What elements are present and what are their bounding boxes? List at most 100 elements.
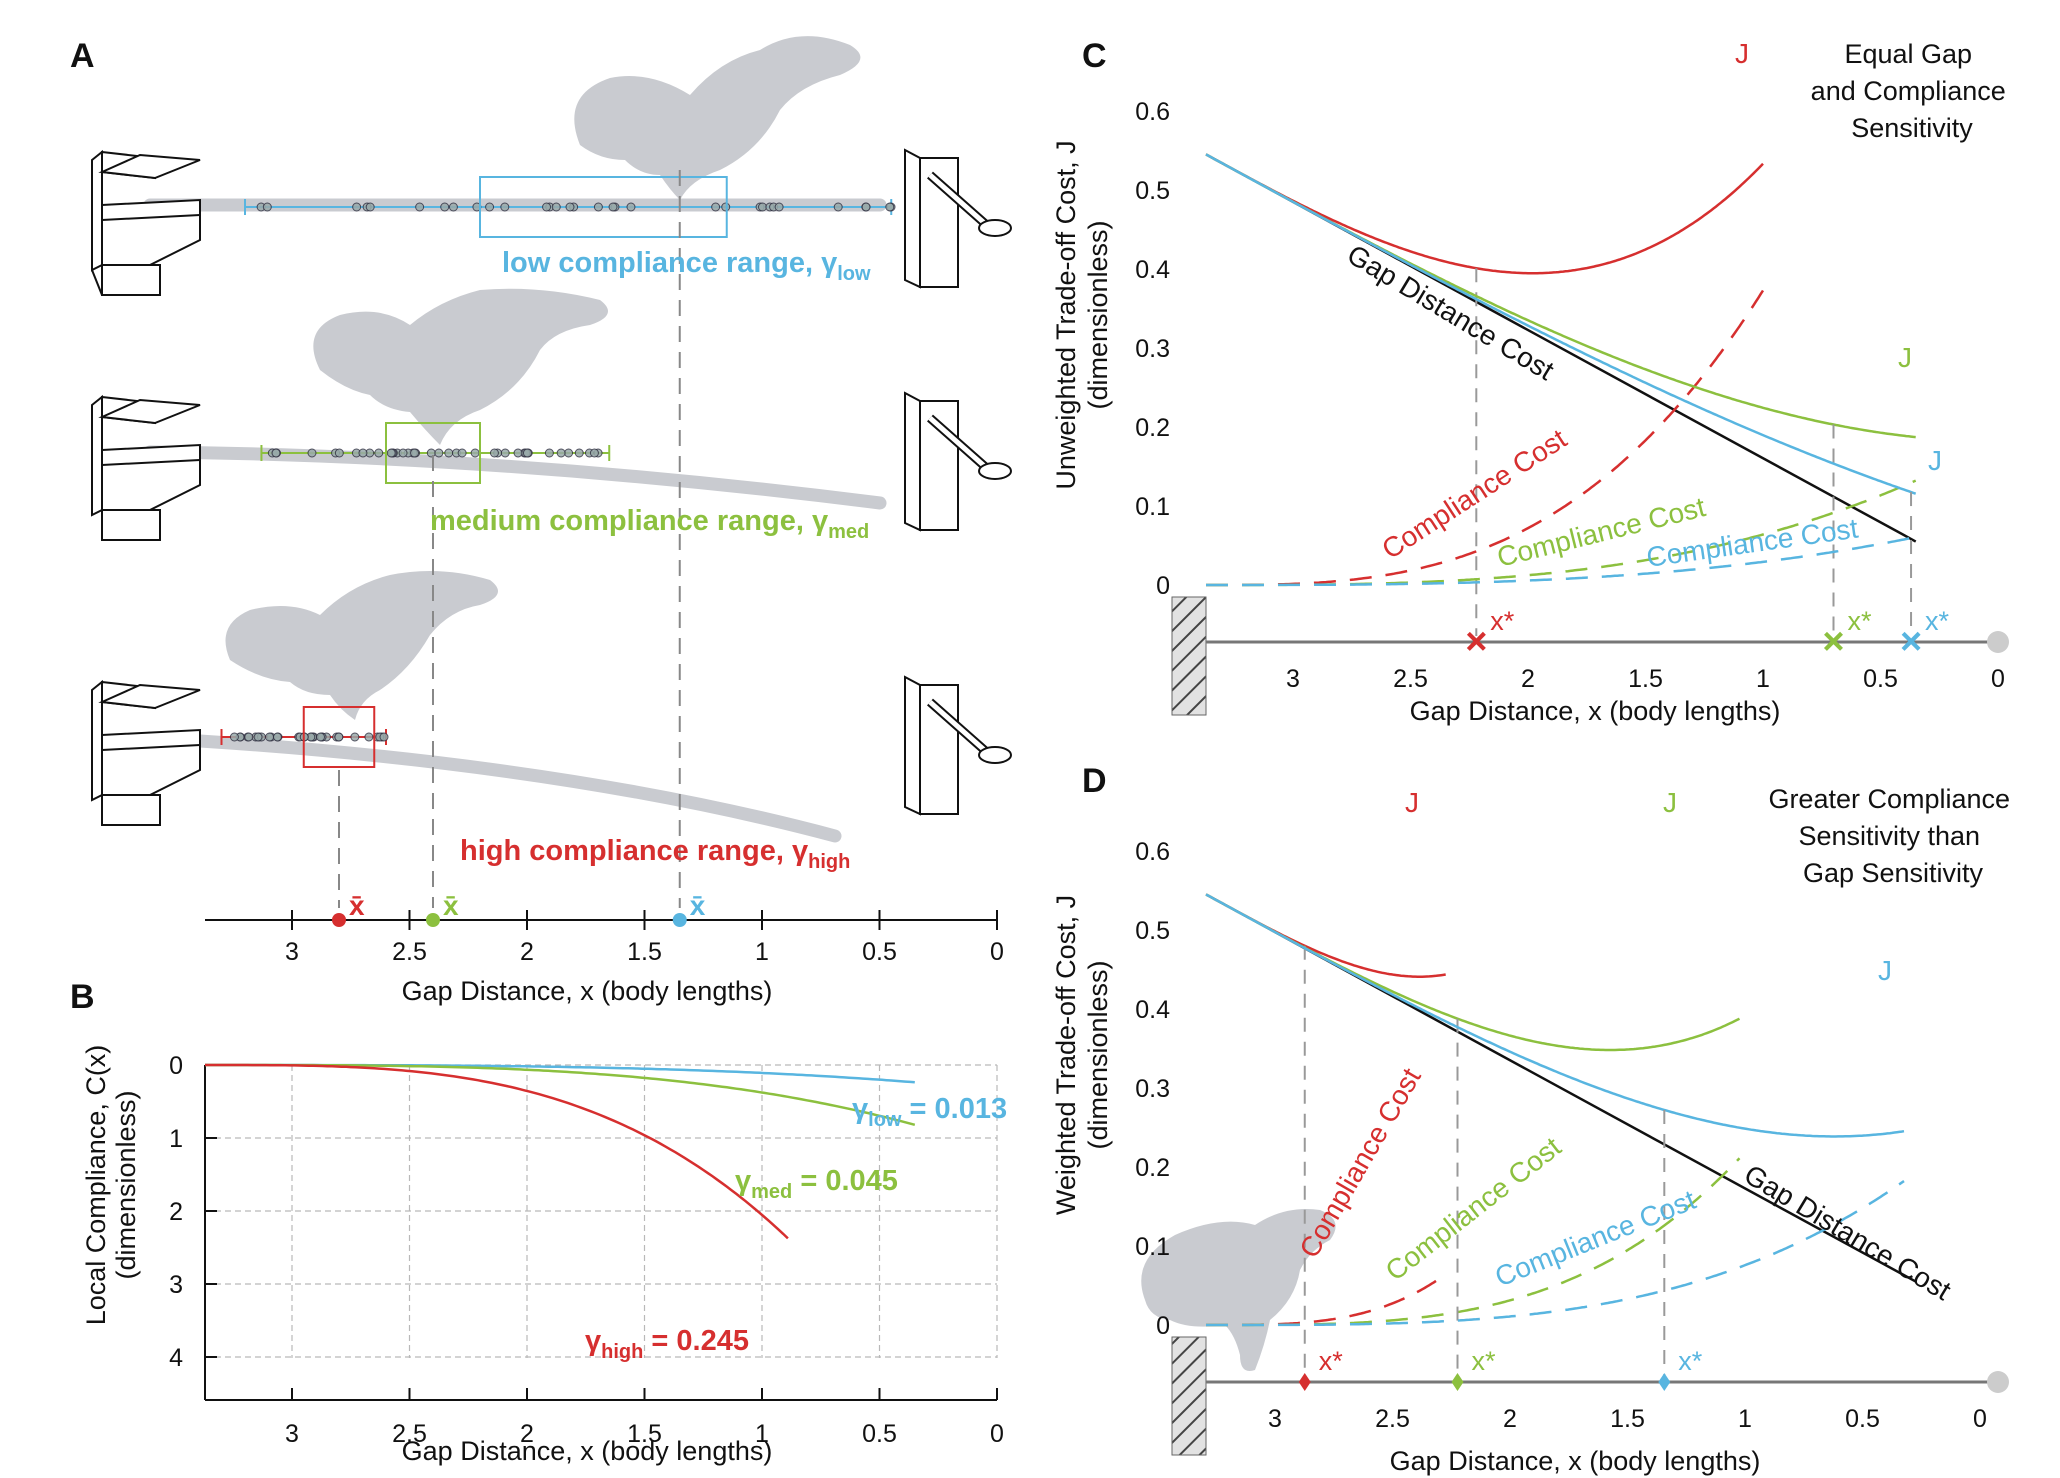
- range-label-med: medium compliance range, γmed: [430, 505, 869, 543]
- panel-c-x-axis-title: Gap Distance, x (body lengths): [1410, 696, 1781, 726]
- branch-med: [143, 445, 887, 510]
- mean-marker-red: [332, 913, 346, 927]
- perch-left-top: [91, 149, 201, 296]
- takeoff-point-blue: [352, 202, 362, 212]
- panel-d-x-axis-title: Gap Distance, x (body lengths): [1390, 1446, 1761, 1476]
- perch-right-med: [904, 391, 1012, 532]
- j-label-red: J: [1735, 38, 1749, 69]
- compliance-cost-label-blue: Compliance Cost: [1491, 1184, 1700, 1293]
- panel-c-y-axis-title: Unweighted Trade-off Cost, J: [1051, 140, 1081, 489]
- takeoff-point-green: [500, 448, 510, 458]
- landing-perch-marker: [1987, 631, 2009, 653]
- perches-left: [91, 149, 201, 826]
- mean-label-blue: x̄: [690, 890, 706, 921]
- panel-c-y-axis-subtitle: (dimensionless): [1083, 220, 1113, 409]
- panel-b-x-tick-label: 2.5: [392, 1420, 427, 1448]
- takeoff-point-blue: [757, 202, 767, 212]
- j-label-green: J: [1663, 787, 1677, 818]
- takeoff-point-red: [244, 732, 254, 742]
- panel-c: C 00.10.20.30.40.50.63 2.5 2 1.5 1 0.5 0× x* × x*…: [1051, 37, 2009, 726]
- panel-d: D 0 0.1 0.2 0.3 0.4 0.5 0.6 3 2.5 2 1.5 1 0.5 0 x* x* x*…: [1051, 762, 2010, 1476]
- takeoff-point-blue: [711, 202, 721, 212]
- takeoff-point-blue: [485, 202, 495, 212]
- takeoff-point-green: [398, 448, 408, 458]
- panel-b-y-tick-label: 0: [169, 1052, 183, 1080]
- panel-a-tick-label: 0: [990, 938, 1004, 966]
- panel-a-tick-label: 0.5: [862, 938, 897, 966]
- compliance-cost-label-red: Compliance Cost: [1293, 1063, 1427, 1263]
- panel-b-legend-high: γhigh = 0.245: [585, 1325, 749, 1363]
- panel-b-x-tick-label: 1: [755, 1420, 769, 1448]
- optimum-marker-blue: [1658, 1373, 1671, 1391]
- panel-b-x-tick-label: 1.5: [627, 1420, 662, 1448]
- takeoff-point-red: [364, 732, 374, 742]
- panel-a-letter: A: [70, 37, 95, 75]
- takeoff-point-red: [334, 732, 344, 742]
- takeoff-point-green: [522, 448, 532, 458]
- takeoff-point-red: [265, 732, 275, 742]
- x-tick-label: 1.5: [1628, 665, 1663, 693]
- panel-b-series-med: [205, 1063, 916, 1127]
- optimum-marker-green: ×: [1822, 621, 1844, 663]
- panel-a-x-axis-title: Gap Distance, x (body lengths): [402, 976, 773, 1006]
- takeoff-point-blue: [262, 202, 272, 212]
- panel-b-axes: 3 2.5 2 1.5 1 0.5 0 0 1 2 3 4: [169, 1052, 1004, 1448]
- takeoff-strip-red: [220, 706, 389, 768]
- panel-b-y-axis-title: Local Compliance, C(x): [81, 1045, 111, 1326]
- total-cost-j-blue: [1205, 893, 1905, 1138]
- takeoff-point-green: [556, 448, 566, 458]
- mean-label-green: x̄: [443, 890, 459, 921]
- takeoff-point-green: [426, 448, 436, 458]
- takeoff-point-green: [589, 448, 599, 458]
- takeoff-point-blue: [565, 202, 575, 212]
- mean-marker-blue: [672, 913, 687, 927]
- takeoff-point-green: [386, 448, 396, 458]
- y-tick-label: 0.6: [1135, 98, 1170, 126]
- takeoff-point-red: [379, 732, 389, 742]
- takeoff-point-green: [489, 448, 499, 458]
- y-tick-label: 0.4: [1135, 996, 1170, 1024]
- takeoff-point-blue: [885, 202, 895, 212]
- x-tick-label: 0: [1991, 665, 2005, 693]
- x-tick-label: 2.5: [1375, 1405, 1410, 1433]
- gap-distance-cost-label: Gap Distance Cost: [1342, 239, 1560, 387]
- panel-a-tick-label: 1.5: [627, 938, 662, 966]
- panel-b-grid: [205, 1064, 998, 1358]
- perch-left-high: [91, 679, 201, 826]
- total-cost-j-green: [1205, 893, 1741, 1052]
- mean-label-red: x̄: [349, 890, 365, 921]
- y-tick-label: 0.3: [1135, 335, 1170, 363]
- panel-d-letter: D: [1082, 762, 1107, 800]
- takeoff-point-blue: [721, 202, 731, 212]
- y-tick-label: 0.4: [1135, 256, 1170, 284]
- panel-b-y-tick-label: 1: [169, 1125, 183, 1153]
- optimum-label-green: x*: [1472, 1346, 1497, 1376]
- squirrel-silhouette-high: [225, 571, 498, 720]
- takeoff-point-green: [271, 448, 281, 458]
- x-tick-label: 2: [1521, 665, 1535, 693]
- optimum-marker-red: ×: [1465, 621, 1487, 663]
- panel-a-tick-label: 1: [755, 938, 769, 966]
- takeoff-point-blue: [861, 202, 871, 212]
- y-tick-label: 0.2: [1135, 1154, 1170, 1182]
- perches-right: [904, 148, 1012, 816]
- takeoff-point-blue: [448, 202, 458, 212]
- panel-b-series-low: [205, 1063, 915, 1084]
- takeoff-point-blue: [415, 202, 425, 212]
- panel-a-tick-label: 2.5: [392, 938, 427, 966]
- compliance-cost-blue: [1206, 535, 1916, 587]
- x-tick-label: 1.5: [1610, 1405, 1645, 1433]
- x-tick-label: 2: [1503, 1405, 1517, 1433]
- j-label-blue: J: [1878, 955, 1892, 986]
- y-tick-label: 0.1: [1135, 1233, 1170, 1261]
- panel-a: A: [70, 36, 1336, 1371]
- takeoff-distributions: [220, 176, 896, 768]
- x-tick-label: 2.5: [1393, 665, 1428, 693]
- takeoff-point-red: [316, 732, 326, 742]
- takeoff-point-green: [374, 448, 384, 458]
- panel-b-x-tick-label: 0.5: [862, 1420, 897, 1448]
- takeoff-point-red: [253, 732, 263, 742]
- takeoff-point-green: [513, 448, 523, 458]
- branch-high: [143, 731, 842, 843]
